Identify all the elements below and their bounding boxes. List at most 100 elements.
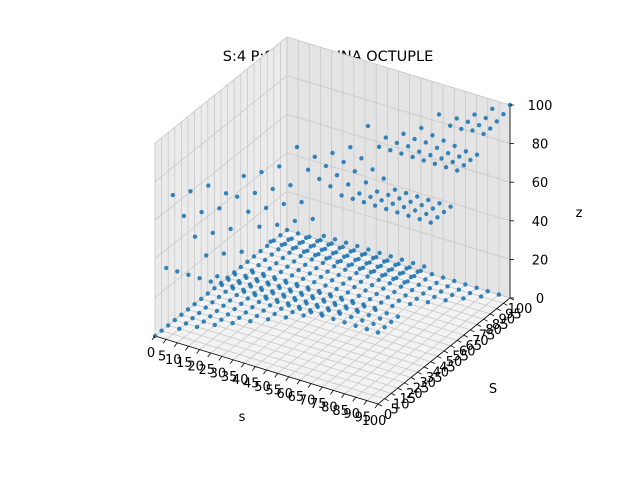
data-point (327, 255, 332, 260)
data-point (307, 271, 312, 276)
data-point (434, 280, 439, 286)
data-point (481, 131, 486, 137)
data-point (360, 318, 365, 323)
x-tick-label: 20 (187, 360, 204, 375)
data-point (370, 256, 376, 261)
data-point (276, 247, 281, 252)
data-point (358, 279, 364, 284)
data-point (225, 312, 231, 317)
data-point (379, 300, 384, 305)
x-tick-mark (185, 345, 189, 351)
data-point (390, 303, 395, 309)
data-point (204, 253, 209, 258)
data-point (223, 289, 228, 294)
data-point (170, 192, 175, 198)
data-point (357, 191, 362, 196)
data-point (329, 278, 335, 283)
y-tick-mark (496, 308, 501, 311)
data-point (203, 305, 208, 310)
data-point (270, 186, 275, 192)
x-tick-mark (196, 349, 200, 354)
data-point (391, 276, 396, 282)
data-point (371, 321, 376, 327)
data-point (318, 274, 324, 280)
data-point (275, 299, 280, 305)
data-point (384, 311, 389, 316)
data-point (455, 168, 460, 173)
data-point (278, 233, 283, 238)
data-point (192, 234, 198, 239)
data-point (261, 273, 267, 279)
data-point (443, 165, 449, 170)
data-point (366, 247, 371, 252)
data-point (290, 309, 295, 315)
data-point (315, 239, 320, 244)
data-point (269, 252, 274, 257)
data-point (321, 233, 326, 239)
data-point (348, 145, 353, 150)
data-point (320, 313, 325, 318)
data-point (312, 154, 317, 159)
data-point (381, 176, 386, 181)
data-point (237, 315, 242, 320)
data-point (353, 323, 358, 328)
z-axis-label: z (576, 206, 583, 221)
data-point (366, 313, 372, 318)
y-tick-label: 10 (393, 397, 410, 412)
data-point (350, 196, 355, 201)
data-point (208, 279, 213, 284)
z-tick-label: 60 (532, 176, 549, 191)
data-point (219, 282, 225, 288)
x-tick-mark (274, 373, 278, 378)
data-point (194, 324, 200, 330)
data-point (283, 315, 289, 320)
data-point (279, 306, 284, 311)
y-tick-label: 80 (485, 323, 502, 338)
data-point (421, 158, 426, 163)
data-point (226, 277, 231, 282)
data-point (277, 285, 282, 291)
data-point (401, 131, 406, 136)
data-point (290, 246, 296, 251)
data-point (459, 126, 464, 132)
data-point (232, 306, 237, 312)
data-point (245, 259, 250, 264)
data-point (188, 189, 193, 194)
x-tick-label: 50 (254, 380, 271, 395)
x-tick-label: 10 (165, 353, 182, 368)
data-point (344, 306, 349, 311)
data-point (443, 298, 448, 303)
data-point (214, 308, 220, 314)
data-point (309, 257, 314, 262)
y-tick-mark (476, 324, 482, 327)
data-point (476, 123, 482, 128)
y-tick-mark (410, 377, 416, 380)
data-point (320, 260, 326, 266)
data-point (288, 183, 293, 188)
data-point (501, 112, 506, 117)
data-point (261, 308, 266, 313)
data-point (379, 273, 385, 278)
data-point (248, 284, 253, 289)
x-tick-mark (207, 352, 212, 358)
y-tick-mark (391, 393, 396, 396)
data-point (403, 190, 409, 196)
x-tick-label: 100 (362, 414, 387, 429)
x-tick-mark (240, 362, 245, 368)
grid-line-z (154, 152, 511, 260)
data-point (337, 311, 343, 316)
grid-line-S-floor (214, 287, 438, 357)
x-tick-label: 5 (158, 349, 166, 364)
data-point (341, 159, 346, 165)
data-point (461, 163, 466, 168)
data-point (402, 280, 407, 285)
data-point (355, 309, 360, 314)
data-point (254, 313, 260, 319)
grid-line-S-floor (187, 309, 412, 378)
data-point (383, 135, 388, 140)
data-point (199, 209, 204, 215)
data-point (199, 296, 204, 302)
data-point (301, 249, 307, 254)
y-axis-label: S (489, 382, 497, 397)
